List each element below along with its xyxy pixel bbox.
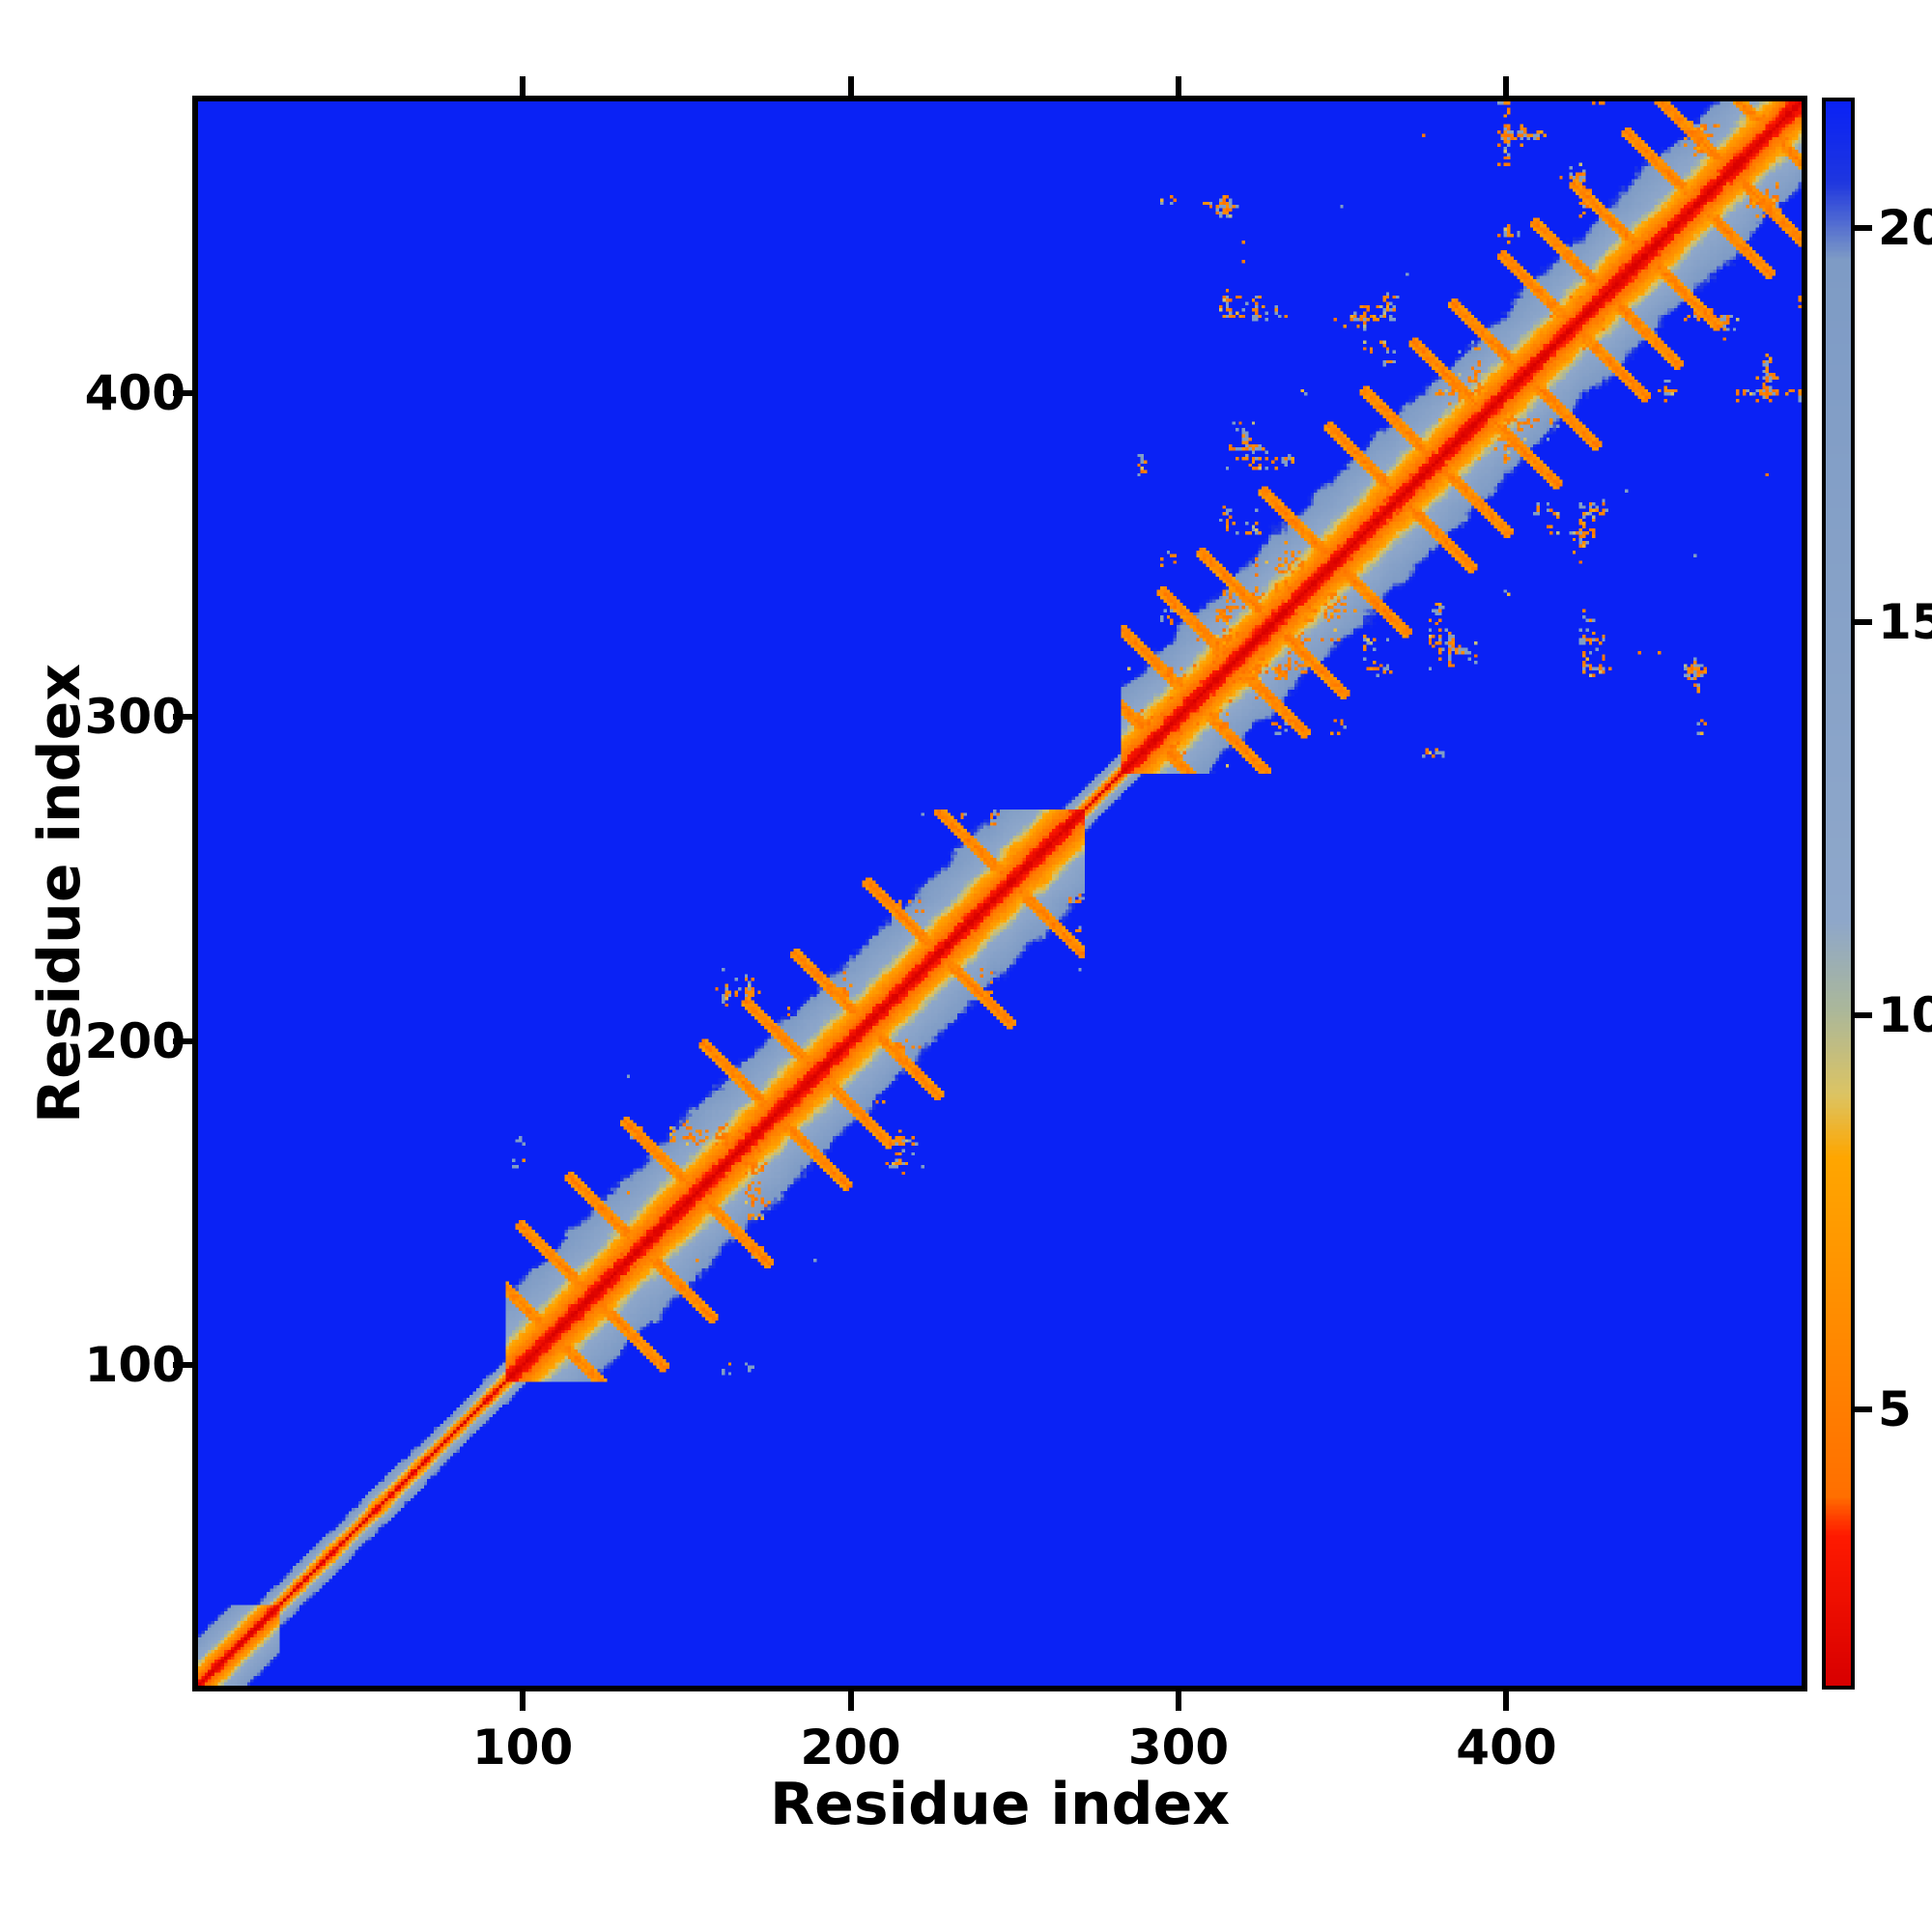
- y-tick-label: 100: [84, 1336, 185, 1393]
- x-tick-mark-top: [520, 76, 526, 96]
- plot-frame: [192, 96, 1807, 1691]
- x-tick-mark-top: [847, 76, 854, 96]
- x-tick-mark: [520, 1691, 526, 1711]
- y-axis-label: Residue index: [26, 663, 94, 1124]
- y-tick-mark: [173, 1037, 192, 1044]
- y-tick-mark: [173, 1361, 192, 1368]
- colorbar-tick-label: 15: [1878, 593, 1932, 650]
- colorbar-tick-mark: [1855, 224, 1872, 231]
- y-tick-label: 400: [84, 364, 185, 421]
- y-tick-mark: [173, 389, 192, 396]
- colorbar-tick-mark: [1855, 1012, 1872, 1019]
- colorbar-canvas: [1826, 101, 1851, 1686]
- colorbar-tick-mark: [1855, 618, 1872, 625]
- x-tick-label: 300: [1127, 1719, 1230, 1776]
- x-tick-mark: [847, 1691, 854, 1711]
- x-axis-label: Residue index: [769, 1771, 1231, 1838]
- colorbar-tick-mark: [1855, 1406, 1872, 1413]
- x-tick-mark-top: [1503, 76, 1510, 96]
- y-tick-label: 200: [84, 1012, 185, 1069]
- y-tick-label: 300: [84, 689, 185, 746]
- colorbar-tick-label: 20: [1878, 199, 1932, 256]
- x-tick-label: 200: [800, 1719, 901, 1776]
- x-tick-label: 400: [1456, 1719, 1557, 1776]
- x-tick-label: 100: [471, 1719, 574, 1776]
- colorbar-frame: [1822, 98, 1855, 1690]
- colorbar-tick-label: 5: [1878, 1381, 1912, 1438]
- colorbar-tick-label: 10: [1878, 987, 1932, 1044]
- x-tick-mark: [1503, 1691, 1510, 1711]
- x-tick-mark: [1176, 1691, 1181, 1711]
- y-tick-mark: [173, 714, 192, 721]
- heatmap-canvas: [198, 101, 1802, 1686]
- x-tick-mark-top: [1176, 76, 1181, 96]
